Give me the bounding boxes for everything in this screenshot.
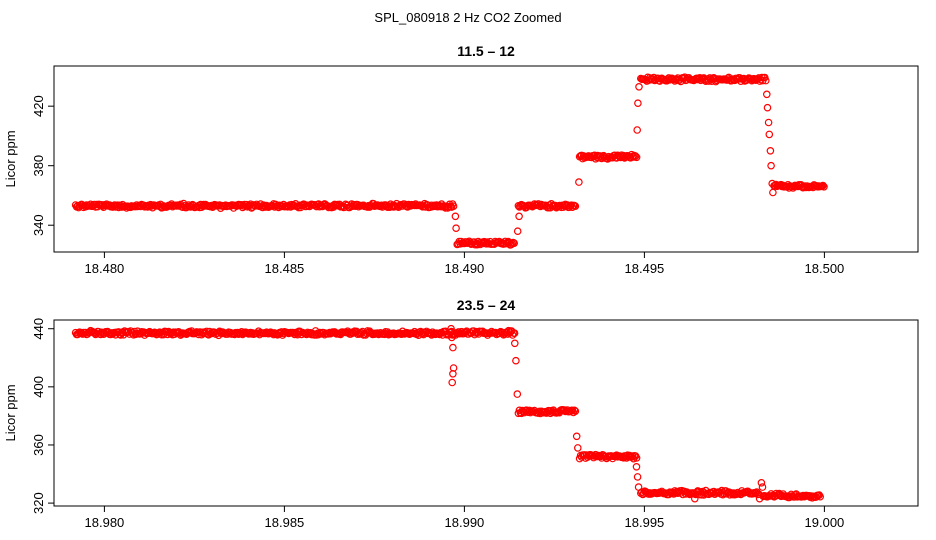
data-point — [634, 99, 642, 108]
y-axis-label: Licor ppm — [3, 384, 18, 441]
plot-frame — [53, 319, 919, 507]
figure-title: SPL_080918 2 Hz CO2 Zoomed — [374, 10, 561, 25]
data-point — [762, 90, 771, 99]
y-tick-label: 340 — [31, 214, 46, 236]
data-point — [513, 390, 522, 398]
data-point — [815, 491, 824, 499]
data-point — [449, 343, 457, 352]
data-point — [575, 178, 583, 186]
data-point — [764, 118, 773, 127]
data-point — [631, 152, 640, 161]
data-point — [768, 179, 777, 188]
data-point — [632, 153, 641, 162]
y-tick-label: 360 — [31, 434, 46, 456]
data-point — [766, 147, 775, 155]
data-point — [690, 494, 699, 503]
data-point — [758, 483, 767, 491]
x-tick-label: 18.480 — [85, 261, 125, 276]
data-point — [633, 473, 642, 481]
data-point — [449, 202, 458, 211]
x-tick-label: 18.495 — [625, 261, 665, 276]
x-axis: 18.980 18.985 18.990 18.995 19.000 — [85, 505, 845, 530]
x-tick-label: 18.485 — [265, 261, 305, 276]
y-tick-label: 440 — [31, 318, 46, 340]
x-tick-label: 18.490 — [445, 261, 485, 276]
data-point — [765, 130, 774, 139]
data-point — [571, 407, 580, 416]
data-point — [510, 329, 519, 338]
data-point — [632, 454, 641, 462]
y-tick-label: 400 — [31, 376, 46, 398]
data-point — [769, 188, 777, 197]
data-point — [510, 239, 519, 248]
panel-title: 11.5 – 12 — [457, 43, 515, 59]
data-point — [570, 406, 579, 415]
data-points — [71, 324, 825, 503]
x-tick-label: 18.990 — [445, 515, 485, 530]
data-points — [71, 73, 828, 249]
data-point — [573, 444, 582, 452]
data-point — [632, 462, 641, 471]
panel-top: 11.5 – 12 Licor ppm 18.480 18.485 18.490 18… — [3, 43, 919, 276]
panel-bottom: 23.5 – 24 Licor ppm 18.980 18.985 18.990 18… — [3, 297, 919, 530]
data-point — [571, 202, 580, 211]
data-point — [757, 478, 766, 487]
data-point — [767, 161, 775, 170]
data-point — [448, 378, 457, 387]
data-point — [473, 240, 482, 249]
data-point — [512, 356, 520, 365]
y-tick-label: 320 — [31, 492, 46, 514]
plot-frame — [53, 65, 919, 253]
data-point — [635, 83, 643, 91]
y-axis: 320 360 400 440 — [31, 318, 55, 514]
x-tick-label: 18.985 — [265, 515, 305, 530]
data-point — [513, 227, 522, 236]
data-point — [515, 212, 523, 221]
y-tick-label: 420 — [31, 95, 46, 117]
data-point — [449, 369, 457, 378]
x-tick-label: 19.000 — [805, 515, 845, 530]
x-axis: 18.480 18.485 18.490 18.495 18.500 — [85, 251, 845, 276]
data-point — [447, 324, 455, 333]
data-point — [447, 333, 456, 342]
x-tick-label: 18.995 — [625, 515, 665, 530]
data-point — [215, 327, 224, 336]
data-point — [634, 483, 643, 491]
y-axis: 340 380 420 — [31, 95, 55, 236]
data-point — [761, 76, 770, 85]
data-point — [451, 212, 460, 221]
panel-title: 23.5 – 24 — [457, 297, 516, 313]
data-point — [633, 126, 642, 134]
data-point — [763, 103, 772, 112]
data-point — [760, 73, 769, 82]
data-point — [820, 183, 828, 191]
y-axis-label: Licor ppm — [3, 130, 18, 187]
data-point — [452, 224, 460, 233]
x-tick-label: 18.980 — [85, 515, 125, 530]
data-point — [572, 432, 581, 441]
data-point — [819, 181, 827, 190]
x-tick-label: 18.500 — [805, 261, 845, 276]
data-point — [755, 494, 764, 503]
y-tick-label: 380 — [31, 155, 46, 177]
data-point — [510, 339, 519, 348]
data-point — [816, 492, 825, 501]
